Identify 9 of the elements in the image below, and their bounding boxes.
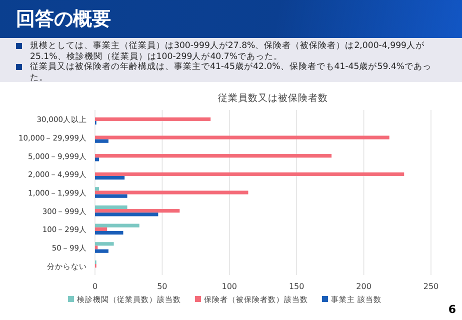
x-tick-label: 150 [288, 282, 304, 291]
x-tick-label: 250 [423, 282, 439, 291]
title: 回答の概要 [0, 0, 462, 38]
x-tick-label: 50 [157, 282, 168, 291]
x-tick-label: 100 [222, 282, 238, 291]
page-number: 6 [448, 303, 456, 316]
x-tick-label: 200 [356, 282, 372, 291]
x-tick-label: 0 [92, 282, 98, 291]
chart-title: 従業員数又は被保険者数 [218, 93, 328, 104]
